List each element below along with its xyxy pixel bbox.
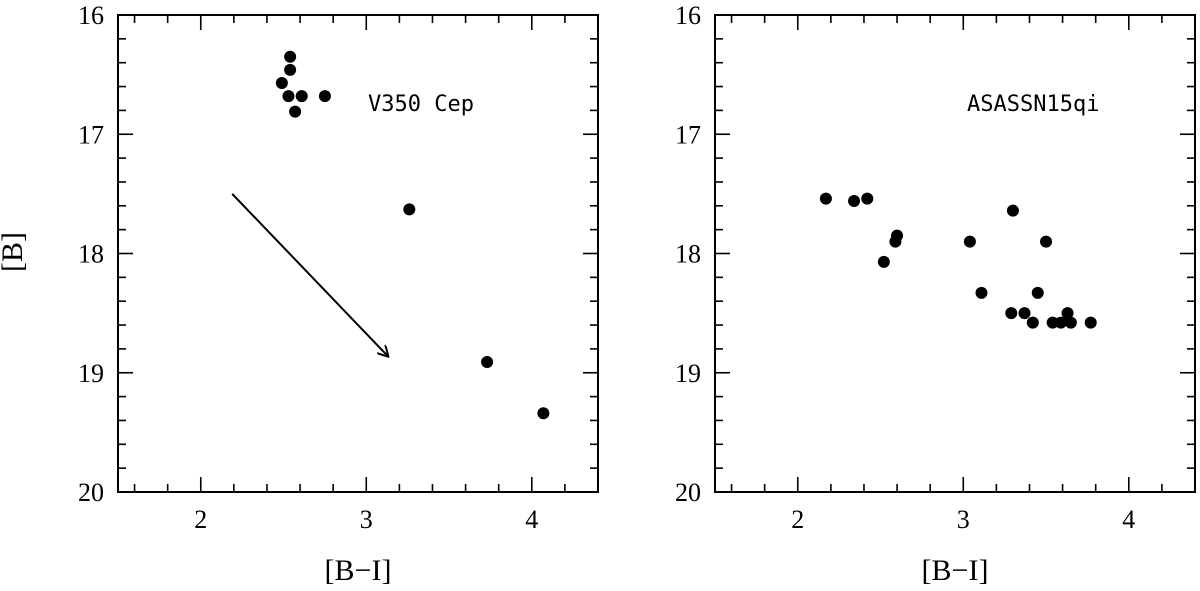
x-tick-labels: 2 3 4 <box>791 505 1135 534</box>
data-point <box>975 286 988 299</box>
data-point <box>284 50 297 63</box>
data-point <box>481 356 494 369</box>
data-points <box>819 192 1097 329</box>
reddening-arrow <box>231 193 388 356</box>
data-point <box>1054 316 1067 329</box>
y-tick-label: 20 <box>78 478 104 507</box>
y-tick-label: 16 <box>78 1 104 30</box>
data-point <box>289 105 302 118</box>
data-point <box>1040 235 1053 248</box>
data-point <box>1084 316 1097 329</box>
data-point <box>1046 316 1059 329</box>
y-tick-label: 18 <box>675 240 701 269</box>
x-tick-label: 2 <box>791 505 804 534</box>
data-point <box>318 90 331 103</box>
data-point <box>889 235 902 248</box>
x-tick-label: 2 <box>194 505 207 534</box>
x-tick-label: 3 <box>360 505 373 534</box>
data-point <box>1018 307 1031 320</box>
data-point <box>537 407 550 420</box>
y-tick-label: 20 <box>675 478 701 507</box>
data-point <box>861 192 874 205</box>
x-tick-label: 4 <box>525 505 538 534</box>
x-axis-label: [B−I] <box>325 554 392 587</box>
x-axis-label: [B−I] <box>922 554 989 587</box>
star-name-label: ASASSN15qi <box>967 92 1099 117</box>
data-point <box>275 76 288 89</box>
x-tick-labels: 2 3 4 <box>194 505 538 534</box>
data-point <box>1006 204 1019 217</box>
panel-v350-cep: 2 3 4 16 17 18 19 20 [B−I] [B] V350 Cep <box>0 1 599 587</box>
plot-frame <box>117 14 599 493</box>
data-point <box>1005 307 1018 320</box>
data-point <box>963 235 976 248</box>
y-tick-label: 18 <box>78 240 104 269</box>
data-point <box>1061 307 1074 320</box>
data-point <box>819 192 832 205</box>
y-tick-label: 17 <box>675 120 701 149</box>
data-point <box>403 203 416 216</box>
data-point <box>1031 286 1044 299</box>
y-tick-labels: 16 17 18 19 20 <box>78 1 104 507</box>
y-axis-label: [B] <box>0 232 29 272</box>
x-tick-label: 4 <box>1122 505 1135 534</box>
tick-marks <box>715 14 1196 493</box>
data-point <box>877 255 890 268</box>
data-point <box>1064 316 1077 329</box>
y-tick-label: 19 <box>78 359 104 388</box>
star-name-label: V350 Cep <box>368 92 474 117</box>
y-tick-label: 19 <box>675 359 701 388</box>
y-tick-labels: 16 17 18 19 20 <box>675 1 701 507</box>
data-point <box>295 90 308 103</box>
data-point <box>284 63 297 76</box>
data-point <box>282 90 295 103</box>
data-point <box>1026 316 1039 329</box>
panel-asassn15qi: 2 3 4 16 17 18 19 20 [B−I] ASASSN15qi <box>675 1 1196 587</box>
x-tick-label: 3 <box>957 505 970 534</box>
plot-frame <box>714 14 1196 493</box>
data-points <box>275 50 550 420</box>
data-point <box>848 195 861 208</box>
tick-marks <box>118 14 599 493</box>
y-tick-label: 16 <box>675 1 701 30</box>
y-tick-label: 17 <box>78 120 104 149</box>
